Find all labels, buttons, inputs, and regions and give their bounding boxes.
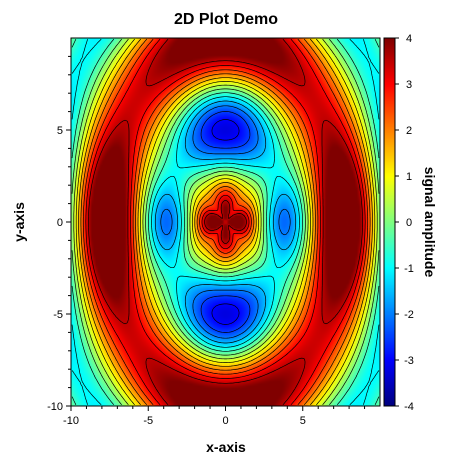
contour-level-2	[200, 111, 251, 333]
contour-level-6	[71, 38, 380, 406]
y-tick-label: 5	[57, 125, 63, 137]
colorbar-tick-label: 0	[406, 217, 412, 229]
colorbar-tick-label: 3	[406, 79, 412, 91]
colorbar-tick-label: 2	[406, 125, 412, 137]
contour-level-9	[75, 38, 376, 406]
contour-level-13	[85, 38, 366, 406]
heatmap-image	[71, 38, 380, 406]
x-axis: -10 -5 0 5	[63, 406, 366, 427]
colorbar-tick-label: -2	[404, 309, 414, 321]
colorbar: -4 -3 -2 -1 0 1 2 3 4	[383, 33, 414, 413]
contour-level-8	[73, 38, 378, 406]
chart-title: 2D Plot Demo	[174, 11, 278, 28]
contour-level-14	[88, 38, 363, 406]
y-tick-label: 0	[57, 217, 63, 229]
contour-level-7	[71, 38, 380, 406]
y-axis-label: y-axis	[11, 202, 27, 242]
contour-level-3	[160, 105, 291, 339]
x-tick-label: 5	[300, 415, 306, 427]
x-axis-label: x-axis	[206, 439, 246, 455]
x-tick-label: -10	[63, 415, 79, 427]
colorbar-ticks: -4 -3 -2 -1 0 1 2 3 4	[395, 33, 414, 413]
contour-level-1	[211, 119, 240, 325]
colorbar-tick-label: 4	[406, 33, 412, 45]
y-tick-label: -10	[47, 401, 63, 413]
contour-level-11	[80, 38, 371, 406]
x-tick-label: -5	[143, 415, 153, 427]
colorbar-tick-label: 1	[406, 171, 412, 183]
y-tick-label: -5	[53, 309, 63, 321]
contour-level-4	[154, 100, 297, 344]
contour-level-12	[82, 38, 369, 406]
y-axis: -10 -5 0 5	[47, 55, 71, 413]
x-tick-label: 0	[222, 415, 228, 427]
colorbar-gradient	[384, 38, 395, 406]
contour-level-5	[71, 38, 380, 406]
heatmap-plot-area	[70, 37, 381, 407]
contour-level-10	[78, 38, 373, 406]
colorbar-tick-label: -3	[404, 355, 414, 367]
colorbar-label: signal amplitude	[422, 167, 438, 278]
contour-lines	[71, 38, 380, 406]
colorbar-tick-label: -4	[404, 401, 414, 413]
colorbar-tick-label: -1	[404, 263, 414, 275]
